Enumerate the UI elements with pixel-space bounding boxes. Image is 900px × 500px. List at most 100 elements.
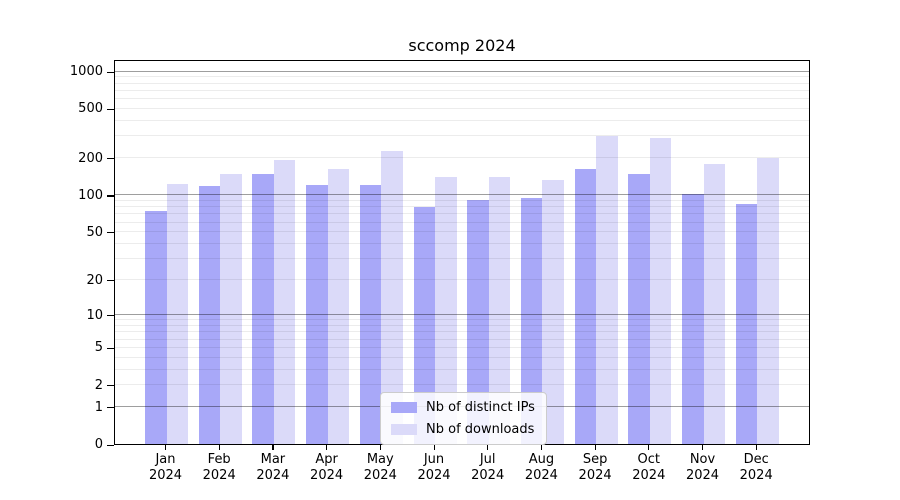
x-axis-tick <box>702 445 704 450</box>
gridline-minor <box>115 384 809 386</box>
x-tick-year: 2024 <box>471 468 505 483</box>
x-axis-tick-label: Aug 2024 <box>510 452 572 484</box>
x-axis-tick <box>755 445 757 450</box>
gridline-major <box>115 314 809 316</box>
x-axis-tick-label: Sep 2024 <box>564 452 626 484</box>
gridline-minor <box>115 324 809 326</box>
x-axis-tick <box>540 445 543 450</box>
x-tick-year: 2024 <box>310 468 344 483</box>
y-axis-tick-label: 2 <box>94 377 103 393</box>
bar-distinct-ips-jan <box>145 210 167 444</box>
gridline-minor <box>115 258 809 260</box>
x-tick-year: 2024 <box>256 468 290 483</box>
x-axis-tick <box>379 445 381 450</box>
gridline-minor <box>115 243 809 244</box>
bar-downloads-jun <box>435 176 457 444</box>
gridline-major <box>115 70 809 72</box>
legend-row-downloads: Nb of downloads <box>391 422 535 437</box>
bar-downloads-mar <box>273 159 296 444</box>
bar-downloads-nov <box>703 164 725 444</box>
gridline-minor <box>115 82 809 84</box>
gridline-minor <box>115 231 809 233</box>
y-axis-tick <box>107 385 114 387</box>
bar-distinct-ips-may <box>359 185 382 444</box>
x-axis-tick-label: Dec 2024 <box>725 452 787 484</box>
legend-row-distinct-ips: Nb of distinct IPs <box>391 400 535 415</box>
gridline-minor <box>115 338 809 340</box>
gridline-minor <box>115 157 809 159</box>
x-axis-tick-label: Nov 2024 <box>672 452 734 484</box>
gridline-minor <box>115 319 809 321</box>
bar-distinct-ips-dec <box>735 203 758 444</box>
x-tick-month: Aug <box>528 452 555 467</box>
legend: Nb of distinct IPs Nb of downloads <box>380 392 547 445</box>
y-axis-tick <box>107 315 114 317</box>
x-tick-month: Sep <box>582 452 608 467</box>
legend-swatch-downloads <box>391 424 417 435</box>
y-axis-tick-label: 200 <box>78 150 103 166</box>
gridline-minor <box>115 76 809 78</box>
y-axis-tick-label: 10 <box>86 307 103 323</box>
y-axis-tick <box>107 158 114 160</box>
gridline-minor <box>115 346 809 348</box>
y-axis-tick-label: 1000 <box>69 64 103 79</box>
x-axis-tick <box>326 445 328 450</box>
y-axis-tick-label: 20 <box>86 272 103 288</box>
x-axis-tick-label: Oct 2024 <box>618 452 680 484</box>
x-tick-year: 2024 <box>524 468 558 483</box>
gridline-minor <box>115 135 809 137</box>
y-axis-tick <box>107 407 114 409</box>
gridline-minor <box>115 89 809 91</box>
x-axis-tick-label: Jul 2024 <box>457 452 519 484</box>
y-axis-tick <box>107 195 114 197</box>
x-tick-month: Feb <box>207 452 231 467</box>
x-tick-month: May <box>366 452 394 467</box>
gridline-minor <box>115 98 809 100</box>
x-axis-tick-label: Mar 2024 <box>242 452 304 484</box>
y-axis-tick-label: 5 <box>94 340 103 356</box>
x-tick-month: Jan <box>155 452 176 467</box>
legend-swatch-distinct-ips <box>391 402 417 413</box>
bar-downloads-jan <box>166 184 188 444</box>
y-axis-tick-label: 50 <box>86 224 103 240</box>
gridline-major <box>115 194 809 196</box>
bar-downloads-may <box>381 151 403 444</box>
gridline-minor <box>115 200 809 201</box>
x-axis-tick <box>218 445 220 450</box>
gridline-minor <box>115 119 809 121</box>
y-axis-tick <box>107 280 114 282</box>
bar-downloads-apr <box>327 169 350 444</box>
y-axis-tick-label: 500 <box>78 101 103 117</box>
x-tick-month: Apr <box>315 452 338 467</box>
x-tick-year: 2024 <box>685 468 720 483</box>
bar-distinct-ips-apr <box>306 185 328 444</box>
plot-area <box>114 60 810 445</box>
x-tick-year: 2024 <box>363 468 397 483</box>
bar-distinct-ips-jun <box>413 207 435 444</box>
y-axis-tick <box>107 71 114 73</box>
bar-downloads-feb <box>220 174 242 444</box>
x-axis-tick <box>165 445 167 450</box>
x-axis-tick-label: Feb 2024 <box>188 452 250 484</box>
x-axis-tick <box>594 445 596 450</box>
bar-distinct-ips-mar <box>252 174 274 444</box>
gridline-minor <box>115 331 809 333</box>
chart-title: sccomp 2024 <box>408 36 516 55</box>
y-axis-tick-label: 1 <box>94 399 103 415</box>
x-axis-tick <box>648 445 650 450</box>
bar-distinct-ips-sep <box>574 169 597 444</box>
x-tick-year: 2024 <box>148 468 183 483</box>
x-axis-tick-label: Jun 2024 <box>403 452 465 484</box>
gridline-minor <box>115 107 809 109</box>
x-tick-month: Oct <box>637 452 661 467</box>
x-tick-month: Jun <box>423 452 445 467</box>
y-axis-tick-label: 0 <box>94 437 103 452</box>
legend-label-downloads: Nb of downloads <box>426 422 535 437</box>
x-tick-year: 2024 <box>632 468 666 483</box>
x-tick-month: Jul <box>479 452 496 467</box>
bar-distinct-ips-oct <box>628 174 650 444</box>
x-axis-tick <box>433 445 435 450</box>
y-axis-tick <box>107 347 114 349</box>
x-axis-tick <box>272 445 274 450</box>
